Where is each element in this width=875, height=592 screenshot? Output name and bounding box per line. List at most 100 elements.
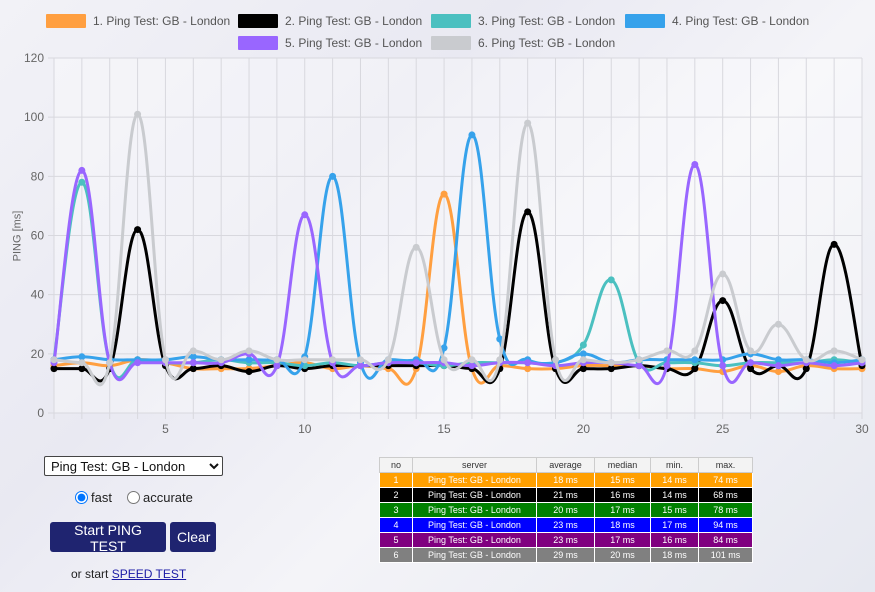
series-point-5 bbox=[468, 362, 476, 370]
cell-server: Ping Test: GB - London bbox=[412, 517, 537, 533]
series-point-6 bbox=[356, 356, 364, 364]
series-point-2 bbox=[189, 365, 197, 373]
series-point-4 bbox=[440, 344, 448, 352]
cell-median: 18 ms bbox=[594, 517, 651, 533]
series-point-6 bbox=[552, 356, 560, 364]
x-tick-label: 25 bbox=[716, 422, 730, 436]
legend-label: 4. Ping Test: GB - London bbox=[672, 14, 810, 28]
legend-swatch bbox=[238, 36, 278, 50]
cell-max: 94 ms bbox=[698, 517, 753, 533]
series-point-2 bbox=[134, 226, 142, 234]
series-point-6 bbox=[161, 356, 169, 364]
legend-item-3[interactable]: 3. Ping Test: GB - London bbox=[431, 12, 615, 30]
series-point-6 bbox=[858, 356, 866, 364]
cell-server: Ping Test: GB - London bbox=[412, 487, 537, 503]
results-row: 3 Ping Test: GB - London 20 ms 17 ms 15 ms 78… bbox=[379, 502, 753, 518]
mode-accurate-option[interactable]: accurate bbox=[127, 490, 193, 505]
series-point-2 bbox=[747, 365, 755, 373]
legend-swatch bbox=[238, 14, 278, 28]
y-tick-label: 60 bbox=[31, 229, 45, 243]
cell-no: 1 bbox=[379, 472, 413, 488]
cell-server: Ping Test: GB - London bbox=[412, 502, 537, 518]
cell-average: 23 ms bbox=[536, 517, 595, 533]
cell-no: 2 bbox=[379, 487, 413, 503]
series-point-6 bbox=[412, 243, 420, 251]
series-point-6 bbox=[747, 347, 755, 355]
speed-test-prefix: or start bbox=[71, 567, 109, 581]
series-point-4 bbox=[245, 356, 253, 364]
legend-item-5[interactable]: 5. Ping Test: GB - London bbox=[238, 34, 422, 52]
series-point-5 bbox=[663, 362, 671, 370]
server-select[interactable]: Ping Test: GB - London bbox=[44, 456, 223, 476]
series-point-5 bbox=[635, 362, 643, 370]
cell-average: 23 ms bbox=[536, 532, 595, 548]
series-point-6 bbox=[245, 347, 253, 355]
speed-test-line: or start SPEED TEST bbox=[71, 567, 186, 581]
y-tick-label: 20 bbox=[31, 347, 45, 361]
series-point-5 bbox=[134, 359, 142, 367]
series-point-6 bbox=[774, 320, 782, 328]
series-point-6 bbox=[635, 356, 643, 364]
series-point-5 bbox=[747, 359, 755, 367]
series-point-1 bbox=[774, 368, 782, 376]
test-controls: Ping Test: GB - London fast accurate Sta… bbox=[44, 456, 244, 586]
series-point-2 bbox=[50, 365, 58, 373]
legend-item-6[interactable]: 6. Ping Test: GB - London bbox=[431, 34, 615, 52]
legend-swatch bbox=[625, 14, 665, 28]
mode-fast-label: fast bbox=[91, 490, 112, 505]
series-point-4 bbox=[189, 353, 197, 361]
legend-swatch bbox=[431, 36, 471, 50]
series-point-5 bbox=[830, 362, 838, 370]
legend-item-2[interactable]: 2. Ping Test: GB - London bbox=[238, 12, 422, 30]
y-tick-label: 40 bbox=[31, 288, 45, 302]
mode-accurate-radio[interactable] bbox=[127, 491, 140, 504]
series-point-2 bbox=[802, 365, 810, 373]
series-point-6 bbox=[496, 356, 504, 364]
legend-label: 2. Ping Test: GB - London bbox=[285, 14, 423, 28]
series-point-5 bbox=[524, 359, 532, 367]
series-point-2 bbox=[524, 208, 532, 216]
mode-fast-option[interactable]: fast bbox=[75, 490, 112, 505]
series-point-6 bbox=[607, 359, 615, 367]
series-point-5 bbox=[189, 359, 197, 367]
cell-average: 20 ms bbox=[536, 502, 595, 518]
series-point-6 bbox=[719, 270, 727, 278]
series-point-6 bbox=[663, 347, 671, 355]
legend-label: 1. Ping Test: GB - London bbox=[93, 14, 231, 28]
cell-min: 16 ms bbox=[650, 532, 699, 548]
series-line-6 bbox=[53, 112, 863, 387]
x-tick-label: 15 bbox=[437, 422, 451, 436]
clear-button[interactable]: Clear bbox=[170, 522, 216, 552]
y-tick-label: 100 bbox=[24, 110, 44, 124]
series-point-2 bbox=[607, 365, 615, 373]
series-point-6 bbox=[579, 356, 587, 364]
series-point-2 bbox=[691, 365, 699, 373]
cell-average: 21 ms bbox=[536, 487, 595, 503]
series-point-4 bbox=[78, 353, 86, 361]
cell-no: 6 bbox=[379, 547, 413, 563]
series-point-3 bbox=[579, 341, 587, 349]
series-point-6 bbox=[468, 356, 476, 364]
col-min-header: min. bbox=[650, 457, 699, 473]
cell-min: 18 ms bbox=[650, 547, 699, 563]
series-point-4 bbox=[774, 356, 782, 364]
legend-label: 6. Ping Test: GB - London bbox=[478, 36, 616, 50]
series-point-6 bbox=[329, 356, 337, 364]
series-point-5 bbox=[78, 166, 86, 174]
start-ping-test-button[interactable]: Start PING TEST bbox=[50, 522, 166, 554]
x-tick-label: 20 bbox=[577, 422, 591, 436]
x-tick-label: 10 bbox=[298, 422, 312, 436]
chart-legend: 1. Ping Test: GB - London 2. Ping Test: G… bbox=[0, 0, 875, 56]
y-tick-label: 80 bbox=[31, 169, 45, 183]
legend-item-1[interactable]: 1. Ping Test: GB - London bbox=[46, 12, 230, 30]
cell-server: Ping Test: GB - London bbox=[412, 547, 537, 563]
cell-max: 78 ms bbox=[698, 502, 753, 518]
cell-no: 4 bbox=[379, 517, 413, 533]
speed-test-link[interactable]: SPEED TEST bbox=[111, 567, 187, 581]
legend-item-4[interactable]: 4. Ping Test: GB - London bbox=[625, 12, 809, 30]
ping-line-chart: 0 20 40 60 80 100 120 5 10 15 20 25 30 bbox=[24, 51, 869, 436]
cell-max: 101 ms bbox=[698, 547, 753, 563]
series-point-5 bbox=[356, 362, 364, 370]
series-point-5 bbox=[301, 211, 309, 219]
mode-fast-radio[interactable] bbox=[75, 491, 88, 504]
